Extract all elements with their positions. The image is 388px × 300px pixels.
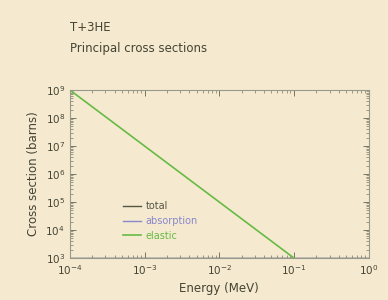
Y-axis label: Cross section (barns): Cross section (barns) xyxy=(27,112,40,236)
Legend: total, absorption, elastic: total, absorption, elastic xyxy=(120,197,202,245)
X-axis label: Energy (MeV): Energy (MeV) xyxy=(179,282,259,295)
Text: T+3HE: T+3HE xyxy=(70,21,111,34)
Text: Principal cross sections: Principal cross sections xyxy=(70,42,207,55)
